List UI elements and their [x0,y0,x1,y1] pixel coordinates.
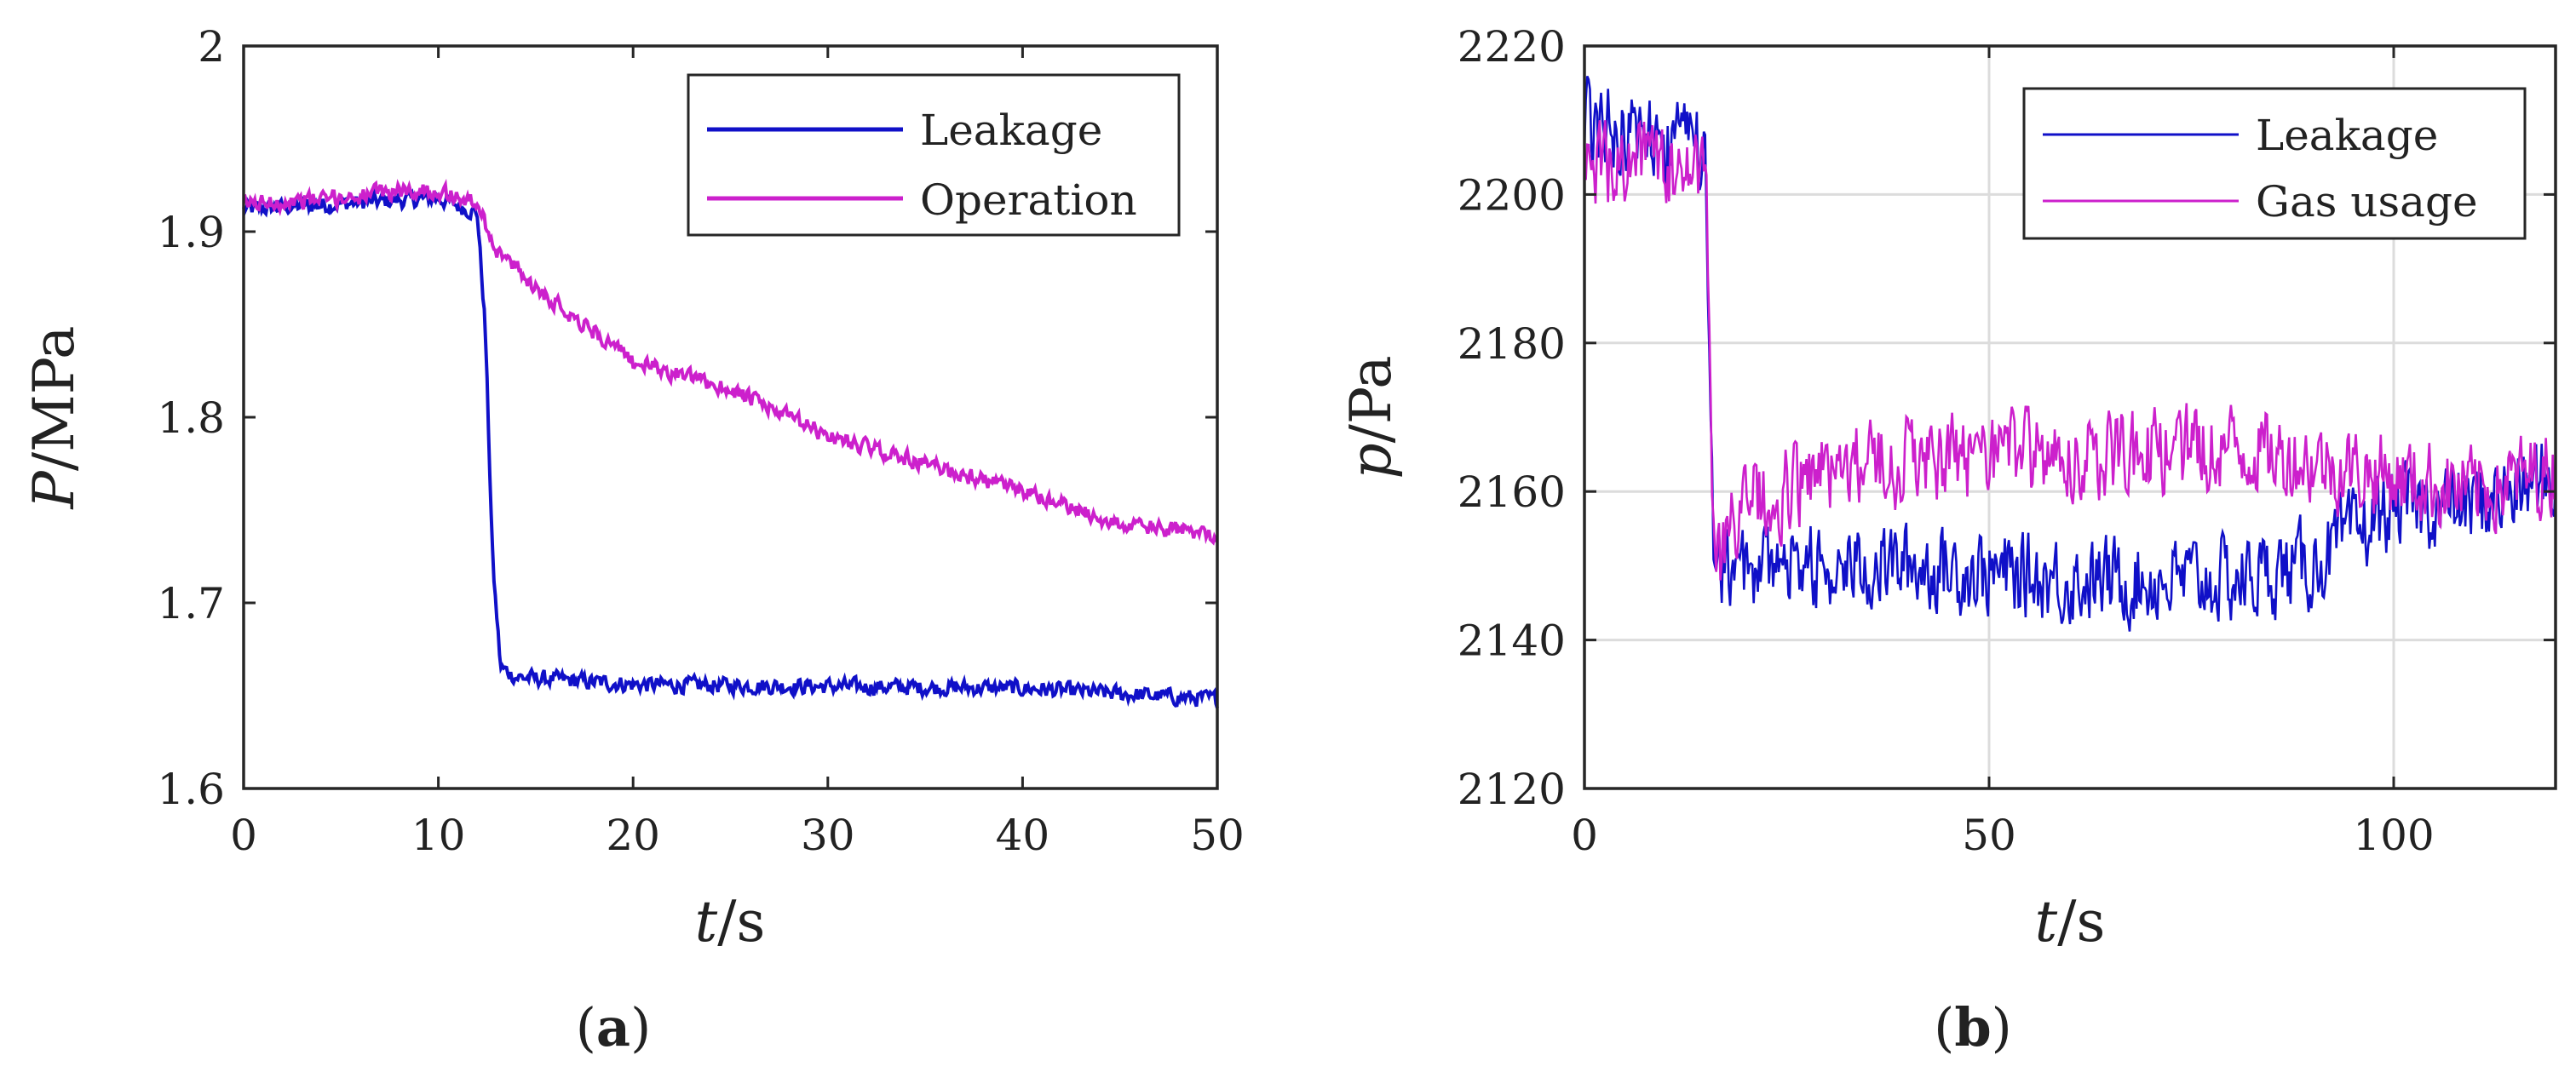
panel-b-legend-label-gas-usage: Gas usage [2256,177,2478,226]
panel-b-label-open: ( [1934,996,1954,1058]
panel-b-x-axis-unit: /s [2057,889,2105,955]
panel-a-label-letter: a [596,996,630,1058]
panel-b-y-tick-label: 2200 [1458,170,1566,220]
panel-b-x-tick-label: 100 [2353,811,2434,860]
panel-b-legend: Leakage Gas usage [2022,87,2527,240]
panel-a-y-tick-label: 2 [198,22,225,72]
panel-b-x-tick-label: 0 [1571,811,1598,860]
panel-b-y-tick-label: 2160 [1458,467,1566,517]
panel-a-x-tick-label: 30 [801,811,855,860]
panel-b: 2120 2140 2160 2180 2200 2220 0 50 100 t… [1338,22,2557,1058]
panel-b-plot-frame [1583,44,2557,790]
panel-a-x-tick-label: 50 [1190,811,1245,860]
panel-b-ticks [1583,44,2556,790]
panel-b-x-axis-title: t/s [2035,889,2106,955]
panel-a-y-tick-label: 1.6 [157,765,225,814]
panel-b-y-tick-label: 2140 [1458,616,1566,666]
panel-b-x-axis-var: t [2035,889,2058,955]
panel-a-ticks [242,44,1219,790]
panel-b-legend-box [2022,87,2527,240]
panel-a-legend-box [687,73,1181,237]
panel-a-series [242,178,1219,709]
panel-a-y-axis-var: P [21,470,87,510]
panel-b-x-tick-label: 50 [1962,811,2016,860]
panel-b-y-axis-title: p/Pa [1338,355,1404,479]
panel-b-leakage-line [1583,76,2557,632]
panel-a-y-axis-unit: /MPa [21,325,87,471]
panel-a-x-tick-label: 0 [230,811,257,860]
panel-a-leakage-line [242,185,1219,709]
panel-a-x-tick-label: 40 [996,811,1050,860]
panel-a-label-close: ) [630,996,651,1058]
panel-b-gas-usage-line [1583,119,2557,581]
panel-b-series [1583,76,2557,632]
panel-a-legend: Leakage Operation [687,73,1181,237]
panel-b-legend-label-leakage: Leakage [2256,111,2438,160]
panel-b-y-axis-var: p [1338,443,1404,479]
panel-b-label-letter: b [1954,996,1991,1058]
panel-a-x-axis-unit: /s [717,889,765,955]
panel-a: 1.6 1.7 1.8 1.9 2 0 10 20 30 40 50 t/s P… [21,22,1245,1058]
panel-a-y-tick-label: 1.7 [157,579,225,628]
panel-a-x-axis-var: t [695,889,718,955]
panel-b-y-tick-label: 2180 [1458,319,1566,369]
panel-a-label: (a) [576,996,652,1058]
panel-b-y-tick-label: 2120 [1458,765,1566,814]
panel-a-y-axis-title: P/MPa [21,325,87,509]
panel-b-label: (b) [1934,996,2012,1058]
panel-a-legend-label-operation: Operation [920,175,1137,225]
panel-b-label-close: ) [1992,996,2012,1058]
panel-a-legend-label-leakage: Leakage [920,106,1102,155]
panel-a-x-tick-label: 10 [411,811,466,860]
panel-a-y-tick-label: 1.9 [157,208,225,257]
panel-a-operation-line [243,178,1219,546]
panel-b-y-tick-label: 2220 [1458,22,1566,72]
panel-a-x-tick-label: 20 [606,811,660,860]
panel-a-x-axis-title: t/s [695,889,766,955]
panel-b-y-axis-unit: /Pa [1338,355,1404,443]
panel-a-label-open: ( [576,996,596,1058]
panel-a-y-tick-label: 1.8 [157,393,225,443]
